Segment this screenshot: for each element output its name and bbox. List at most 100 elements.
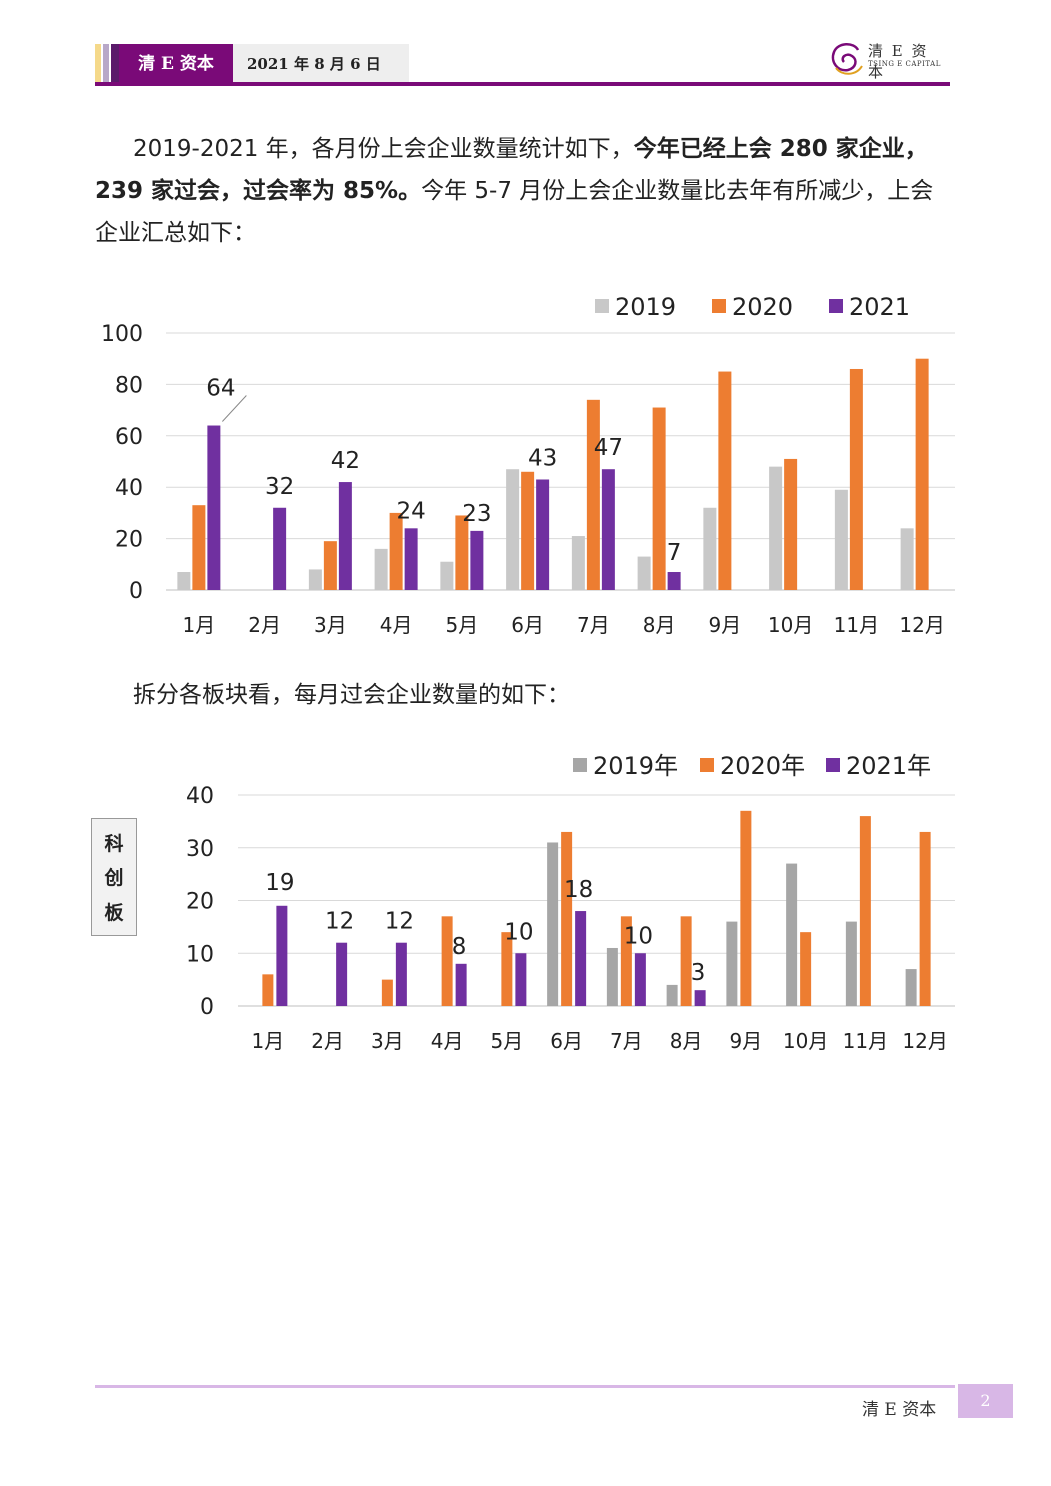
bar: [515, 953, 527, 1006]
legend-swatch: [712, 299, 726, 313]
bar: [634, 953, 646, 1006]
x-tick-label: 7月: [577, 613, 610, 637]
bar: [455, 515, 469, 590]
page-header: 清 E 资本 2021 年 8 月 6 日 清 E 资 本 TSING E CA…: [95, 42, 950, 86]
board-label-char-3: 板: [104, 902, 124, 925]
board-label-char-1: 科: [104, 832, 124, 855]
y-tick-label: 40: [115, 476, 143, 501]
legend-label: 2020年: [720, 752, 805, 780]
bar: [374, 548, 388, 590]
x-tick-label: 2月: [248, 613, 281, 637]
legend-label: 2019年: [593, 752, 678, 780]
data-label: 10: [504, 919, 533, 945]
bar: [845, 921, 857, 1006]
logo-chinese: 清 E 资 本: [868, 42, 929, 81]
x-tick-label: 5月: [491, 1029, 524, 1053]
x-tick-label: 10月: [783, 1029, 828, 1053]
data-label: 23: [462, 501, 491, 527]
bar: [207, 425, 221, 590]
legend-swatch: [700, 758, 714, 772]
chart-star-market-approvals: 0 10 20 30 40 1月 19 2月 12 3月 12 4月 8 5月 10 6月 18 7月 10 8月 3 9…: [186, 752, 955, 1053]
bar: [521, 471, 535, 590]
legend-swatch: [826, 758, 840, 772]
intro-text-2: 今年 5-7 月份上会企业数量比去年有所减少，上会企业汇总如下：: [95, 178, 934, 246]
x-tick-label: 3月: [314, 613, 347, 637]
data-label: 3: [691, 960, 706, 986]
bar: [547, 842, 559, 1006]
bar: [571, 536, 585, 590]
x-tick-label: 3月: [371, 1029, 404, 1053]
data-label: 64: [206, 376, 235, 402]
legend-label: 2020: [732, 293, 793, 321]
x-tick-label: 8月: [670, 1029, 703, 1053]
legend-swatch: [573, 758, 587, 772]
x-tick-label: 7月: [610, 1029, 643, 1053]
y-tick-label: 0: [129, 579, 143, 604]
x-tick-label: 6月: [550, 1029, 583, 1053]
data-label: 12: [325, 909, 354, 935]
intro-text-bold: 今年已经上会 280 家企业，239 家过会，过会率为 85%。: [95, 136, 928, 204]
x-tick-label: 9月: [730, 1029, 763, 1053]
company-logo: 清 E 资 本 TSING E CAPITAL: [828, 38, 950, 81]
bar: [915, 358, 929, 590]
data-label: 7: [667, 540, 682, 566]
data-label: 43: [528, 445, 557, 471]
bar: [192, 505, 206, 590]
data-label: 42: [331, 448, 360, 474]
footer-rule: [95, 1385, 955, 1388]
x-tick-label: 8月: [643, 613, 676, 637]
bar: [273, 507, 287, 590]
y-tick-label: 10: [186, 942, 214, 967]
y-tick-label: 100: [101, 322, 143, 347]
x-tick-label: 12月: [902, 1029, 947, 1053]
bar: [536, 479, 550, 590]
page-number: 2: [958, 1384, 1013, 1418]
bar: [338, 482, 352, 590]
bar: [395, 942, 407, 1006]
x-tick-label: 9月: [709, 613, 742, 637]
bar: [620, 916, 632, 1006]
data-label: 24: [396, 498, 425, 524]
logo-swirl-icon: [831, 43, 863, 75]
x-tick-label: 1月: [183, 613, 216, 637]
bar: [575, 911, 587, 1006]
x-tick-label: 2月: [311, 1029, 344, 1053]
legend-swatch: [829, 299, 843, 313]
bar: [769, 466, 783, 590]
section-paragraph: 拆分各板块看，每月过会企业数量的如下：: [133, 674, 570, 716]
x-tick-label: 11月: [834, 613, 879, 637]
y-tick-label: 30: [186, 837, 214, 862]
bar: [389, 512, 403, 590]
bar: [905, 969, 917, 1006]
bar: [323, 541, 337, 590]
bar: [667, 572, 681, 590]
y-tick-label: 60: [115, 425, 143, 450]
bar: [680, 916, 692, 1006]
x-tick-label: 1月: [252, 1029, 285, 1053]
x-tick-label: 4月: [380, 613, 413, 637]
bar: [404, 528, 418, 590]
x-tick-label: 4月: [431, 1029, 464, 1053]
legend-label: 2019: [615, 293, 676, 321]
bar: [740, 810, 752, 1006]
bar: [726, 921, 738, 1006]
bar: [718, 371, 732, 590]
header-date: 2021 年 8 月 6 日: [233, 44, 409, 84]
bar: [561, 831, 573, 1006]
bar: [900, 528, 914, 590]
chart-monthly-listings: 0 20 40 60 80 100 1月 64 2月 32 3月 42 4月 24 5月 23 6月 43 7月 47…: [101, 293, 955, 637]
bar: [849, 368, 863, 590]
bar: [834, 489, 848, 590]
bar: [177, 572, 191, 590]
section-text: 拆分各板块看，每月过会企业数量的如下：: [133, 682, 570, 708]
bar: [786, 863, 798, 1006]
x-tick-label: 5月: [446, 613, 479, 637]
bar: [381, 979, 393, 1006]
x-tick-label: 12月: [899, 613, 944, 637]
bar: [703, 507, 717, 590]
y-tick-label: 40: [186, 784, 214, 809]
x-tick-label: 6月: [511, 613, 544, 637]
y-tick-label: 20: [186, 890, 214, 915]
bar: [800, 932, 812, 1006]
y-tick-label: 0: [200, 995, 214, 1020]
